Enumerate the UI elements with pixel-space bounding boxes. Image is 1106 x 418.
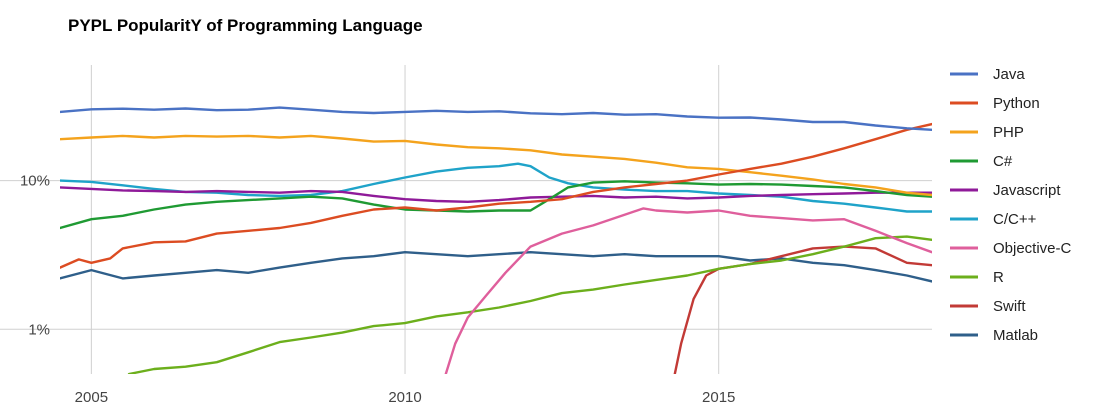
chart-title: PYPL PopularitY of Programming Language <box>68 16 423 35</box>
legend-item: Matlab <box>950 327 1038 344</box>
legend-item: Swift <box>950 298 1026 315</box>
legend-label: Swift <box>993 298 1026 315</box>
legend-item: Javascript <box>950 182 1061 199</box>
series-line-r <box>127 235 932 374</box>
series-line-php <box>60 134 932 197</box>
legend-label: C/C++ <box>993 211 1037 228</box>
legend-label: PHP <box>993 124 1024 141</box>
series-line-python <box>60 122 932 269</box>
legend-label: Objective-C <box>993 240 1072 257</box>
legend-item: C# <box>950 153 1013 170</box>
legend-label: Python <box>993 95 1040 112</box>
legend-label: R <box>993 269 1004 286</box>
x-axis-ticks: 2005 2010 2015 <box>75 389 736 406</box>
legend-item: R <box>950 269 1004 286</box>
legend-label: Java <box>993 66 1025 83</box>
legend-item: Objective-C <box>950 240 1072 257</box>
series-line-c- <box>60 180 932 230</box>
legend-label: C# <box>993 153 1013 170</box>
legend-item: Python <box>950 95 1040 112</box>
series-line-java <box>60 106 932 131</box>
y-tick-label: 10% <box>20 173 50 190</box>
series-line-c-c- <box>60 162 932 213</box>
series-line-javascript <box>60 186 932 203</box>
legend-item: C/C++ <box>950 211 1037 228</box>
x-tick-label: 2015 <box>702 389 735 406</box>
legend-item: Java <box>950 66 1025 83</box>
series-line-swift <box>673 245 932 374</box>
y-tick-label: 1% <box>28 321 50 338</box>
series-line-objective-c <box>444 207 932 374</box>
x-tick-label: 2005 <box>75 389 108 406</box>
series-lines <box>60 106 932 374</box>
x-tick-label: 2010 <box>388 389 421 406</box>
y-axis-ticks: 10% 1% <box>20 173 50 339</box>
legend-label: Javascript <box>993 182 1061 199</box>
legend-item: PHP <box>950 124 1024 141</box>
series-line-matlab <box>60 251 932 283</box>
legend-label: Matlab <box>993 327 1038 344</box>
legend: Java Python PHP C# Javascript C/C++ Objective-… <box>950 66 1072 344</box>
